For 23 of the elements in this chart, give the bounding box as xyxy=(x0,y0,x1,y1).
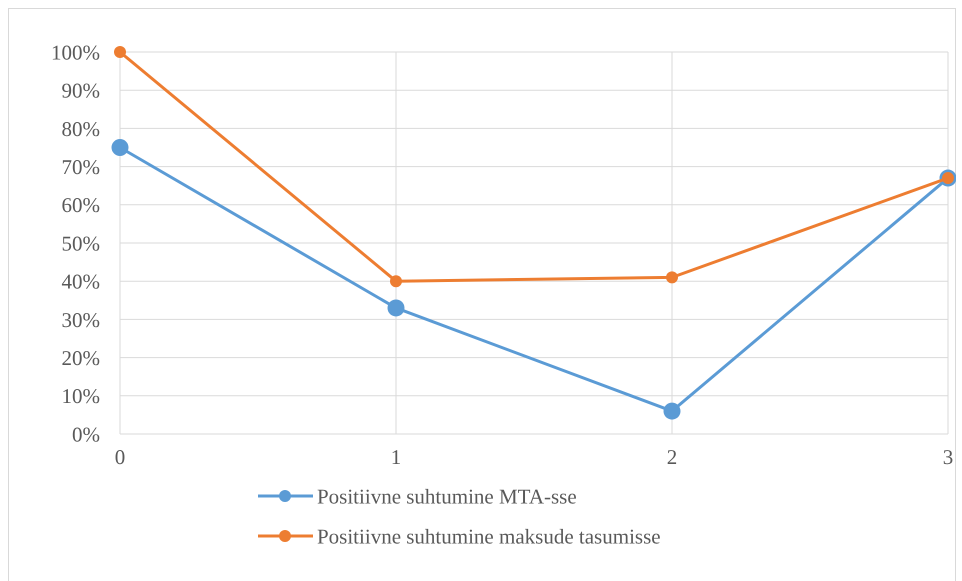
point xyxy=(112,139,128,156)
y-tick-label: 40% xyxy=(62,270,100,294)
point xyxy=(664,402,680,420)
x-tick-label: 0 xyxy=(114,445,126,469)
x-tick-label: 3 xyxy=(942,445,954,469)
y-tick-label: 80% xyxy=(62,116,100,141)
x-tick-label: 2 xyxy=(666,445,678,469)
y-tick-label: 30% xyxy=(62,308,100,332)
point xyxy=(388,299,404,316)
point xyxy=(666,271,678,284)
x-tick-label: 1 xyxy=(390,445,402,469)
y-tick-label: 60% xyxy=(62,193,100,218)
point xyxy=(390,275,402,288)
y-tick-label: 90% xyxy=(62,78,100,103)
legend-label: Positiivne suhtumine maksude tasumisse xyxy=(317,524,661,548)
y-tick-label: 50% xyxy=(62,231,100,256)
y-tick-label: 100% xyxy=(51,40,100,64)
y-tick-label: 70% xyxy=(62,154,100,179)
y-tick-label: 10% xyxy=(62,384,100,408)
legend-label: Positiivne suhtumine MTA-sse xyxy=(317,484,577,508)
y-tick-label: 0% xyxy=(72,422,100,446)
point xyxy=(114,46,126,58)
y-tick-label: 20% xyxy=(62,346,100,370)
